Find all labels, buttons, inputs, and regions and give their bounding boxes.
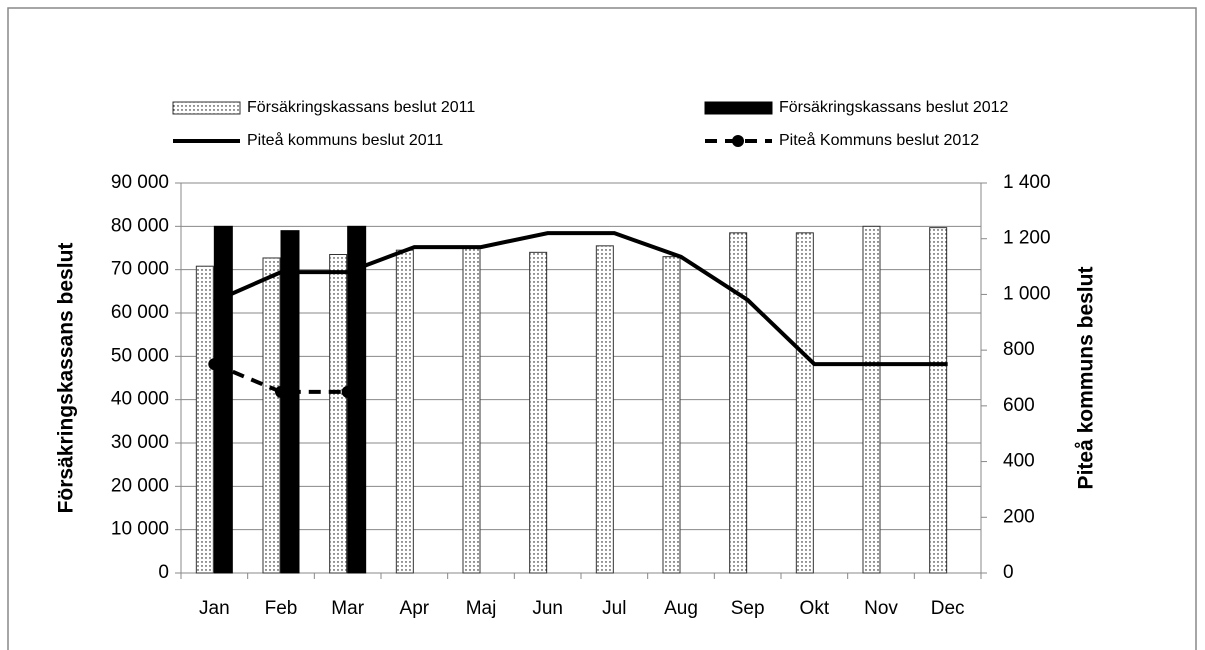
bar <box>529 251 548 574</box>
y2-tick-label: 1 200 <box>1003 228 1051 249</box>
y2-tick-label: 800 <box>1003 339 1035 360</box>
x-tick-label: Dec <box>931 598 965 619</box>
x-tick-label: Jan <box>199 598 230 619</box>
y-tick-label: 10 000 <box>111 519 169 540</box>
x-tick-label: Nov <box>864 598 898 619</box>
bar <box>195 265 214 574</box>
bar <box>795 232 814 574</box>
x-tick-label: Mar <box>331 598 364 619</box>
x-tick-label: Jul <box>602 598 626 619</box>
y-tick-label: 0 <box>158 562 169 583</box>
x-tick-label: Sep <box>731 598 765 619</box>
marker <box>341 385 354 398</box>
legend-label: Piteå kommuns beslut 2011 <box>247 131 443 149</box>
x-tick-label: Jun <box>532 598 563 619</box>
x-tick-label: Feb <box>265 598 298 619</box>
y2-tick-label: 0 <box>1003 562 1014 583</box>
bar <box>929 227 948 574</box>
bar <box>862 225 881 574</box>
y2-tick-label: 600 <box>1003 395 1035 416</box>
bar <box>213 225 233 574</box>
bar <box>662 256 681 574</box>
x-tick-label: Aug <box>664 598 698 619</box>
bar <box>262 257 281 574</box>
marker <box>275 385 287 398</box>
y-tick-label: 60 000 <box>111 302 169 323</box>
y-tick-label: 80 000 <box>111 215 169 236</box>
bar <box>395 249 414 574</box>
y2-tick-label: 1 000 <box>1003 283 1051 304</box>
y2-axis-title: Piteå kommuns beslut <box>1075 267 1098 490</box>
legend-swatch <box>704 101 773 115</box>
y-tick-label: 90 000 <box>111 172 169 193</box>
legend-marker <box>732 135 744 147</box>
x-tick-label: Maj <box>466 598 497 619</box>
bar <box>729 232 748 574</box>
x-tick-label: Okt <box>800 598 830 619</box>
legend-swatch <box>172 101 241 115</box>
y-tick-label: 30 000 <box>111 432 169 453</box>
bar <box>347 225 367 574</box>
legend-label: Piteå Kommuns beslut 2012 <box>779 131 979 149</box>
y-tick-label: 20 000 <box>111 475 169 496</box>
bar <box>329 254 348 574</box>
y2-tick-label: 1 400 <box>1003 172 1051 193</box>
y-axis-title: Försäkringskassans beslut <box>55 243 78 514</box>
line <box>213 231 948 367</box>
y-tick-label: 70 000 <box>111 259 169 280</box>
x-tick-label: Apr <box>400 598 430 619</box>
y-tick-label: 50 000 <box>111 345 169 366</box>
bar <box>595 245 614 574</box>
bar <box>462 247 481 574</box>
legend-label: Försäkringskassans beslut 2011 <box>247 99 475 116</box>
legend-label: Försäkringskassans beslut 2012 <box>779 99 1009 116</box>
y2-tick-label: 200 <box>1003 506 1035 527</box>
y-tick-label: 40 000 <box>111 389 169 410</box>
frame <box>7 7 1197 650</box>
y2-tick-label: 400 <box>1003 451 1035 472</box>
bar <box>280 230 300 574</box>
line <box>213 362 348 394</box>
marker <box>208 358 221 371</box>
